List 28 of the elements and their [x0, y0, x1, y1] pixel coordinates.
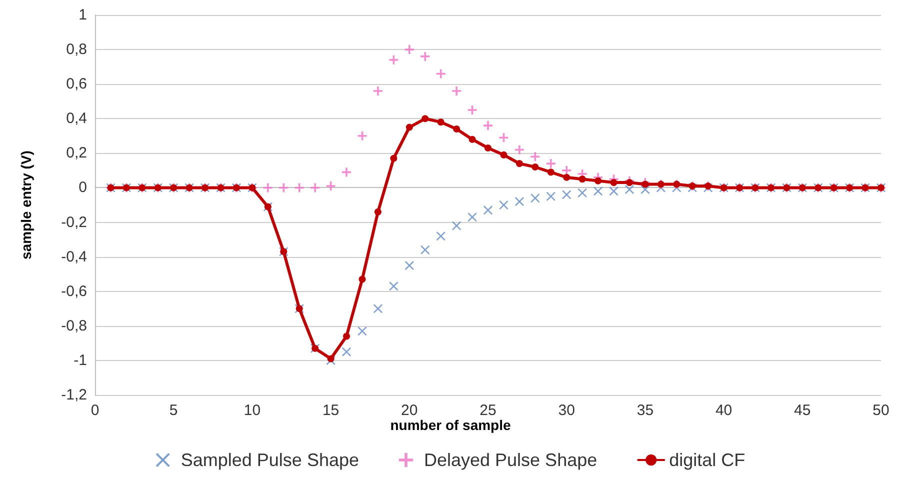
x-tick-label: 10 [244, 402, 261, 419]
legend-label: Delayed Pulse Shape [424, 450, 598, 470]
legend-label: digital CF [669, 450, 746, 470]
x-tick-label: 45 [794, 402, 811, 419]
legend-label: Sampled Pulse Shape [180, 450, 359, 470]
x-tick-label: 50 [872, 402, 890, 419]
y-tick-label: -1,2 [61, 386, 87, 404]
x-tick-label: 5 [169, 402, 178, 419]
y-tick-label: 0,8 [66, 41, 87, 58]
x-tick-label: 0 [90, 402, 100, 419]
x-tick-label: 40 [715, 402, 732, 419]
x-tick-label: 25 [480, 402, 496, 419]
y-tick-label: -0,2 [61, 214, 87, 231]
x-axis-title: number of sample [390, 417, 512, 433]
y-tick-label: -0,6 [61, 282, 87, 300]
y-tick-label: 1 [78, 6, 87, 24]
x-tick-label: 20 [401, 402, 418, 419]
x-tick-label: 15 [322, 402, 340, 419]
y-tick-label: -0,4 [61, 248, 87, 266]
y-tick-label: 0 [78, 179, 87, 196]
y-tick-label: 0,4 [66, 110, 87, 128]
y-axis-title: sample entry (V) [18, 150, 34, 260]
x-tick-label: 35 [636, 402, 654, 419]
y-tick-label: 0,2 [66, 144, 87, 162]
y-tick-label: -1 [74, 352, 87, 369]
x-tick-label: 30 [558, 402, 575, 419]
y-tick-label: -0,8 [61, 317, 87, 334]
y-tick-label: 0,6 [66, 76, 87, 93]
